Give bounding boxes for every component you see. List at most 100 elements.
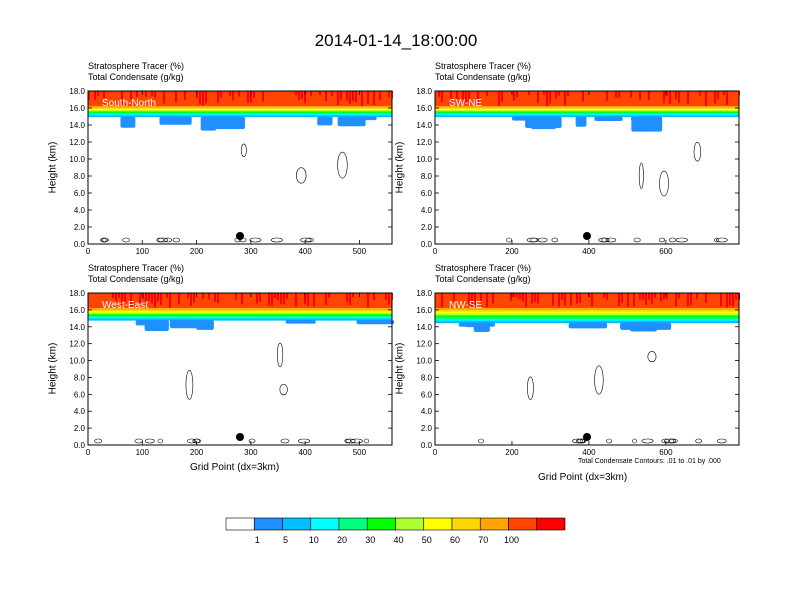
tracer-streak	[549, 293, 551, 298]
tracer-streak	[453, 91, 455, 102]
tracer-streak	[501, 293, 503, 308]
tracer-streak	[525, 91, 527, 101]
tracer-streak	[711, 91, 713, 106]
condensate-contour	[345, 438, 356, 444]
tracer-streak	[265, 91, 267, 105]
tracer-streak	[450, 91, 452, 104]
tracer-streak	[169, 293, 171, 308]
tracer-streak	[133, 91, 135, 103]
tracer-streak	[585, 293, 587, 298]
x-tick-label: 0	[433, 448, 438, 457]
tracer-streak	[687, 293, 689, 307]
tracer-streak	[651, 293, 653, 305]
condensate-contour	[350, 438, 363, 444]
tracer-streak	[597, 293, 599, 303]
colorbar-swatch	[423, 517, 453, 531]
tracer-streak	[91, 293, 93, 302]
condensate-contour	[530, 237, 538, 243]
tracer-streak	[184, 293, 186, 306]
colorbar-swatch	[536, 517, 566, 531]
tracer-streak	[349, 293, 351, 306]
tracer-streak	[621, 293, 623, 304]
tracer-streak	[648, 91, 650, 101]
tracer-streak	[133, 293, 135, 300]
condensate-contour	[276, 342, 284, 368]
tracer-streak	[361, 293, 363, 306]
condensate-contour	[527, 376, 534, 400]
tracer-streak	[606, 91, 608, 101]
tracer-streak	[313, 91, 315, 96]
condensate-contour	[122, 237, 131, 243]
tracer-streak	[708, 293, 710, 301]
tracer-band	[88, 317, 392, 320]
tracer-streak	[304, 91, 306, 104]
plot-frame	[434, 90, 740, 245]
y-tick-label: 12.0	[69, 340, 85, 349]
tracer-streak	[609, 91, 611, 103]
tracer-streak	[540, 293, 542, 298]
tracer-streak	[187, 293, 189, 299]
tracer-streak	[322, 293, 324, 307]
panel-title-condensate: Total Condensate (g/kg)	[88, 274, 184, 284]
condensate-contour	[633, 237, 641, 243]
tracer-streak	[453, 293, 455, 302]
tracer-streak	[340, 293, 342, 302]
tracer-streak	[618, 293, 620, 307]
tracer-band	[435, 318, 739, 322]
tracer-streak	[112, 91, 114, 103]
tracer-streak	[528, 91, 530, 96]
condensate-contour	[505, 237, 512, 243]
colorbar-label: 70	[478, 535, 488, 545]
tracer-streak	[666, 91, 668, 96]
tracer-streak	[109, 91, 111, 101]
tracer-streak	[274, 293, 276, 299]
tracer-streak	[576, 293, 578, 304]
tracer-band	[435, 309, 739, 313]
colorbar-swatch	[253, 517, 283, 531]
tracer-patch	[317, 116, 333, 126]
panel-label: NW-SE	[449, 300, 482, 311]
tracer-streak	[196, 293, 198, 305]
location-marker	[583, 232, 591, 240]
tracer-streak	[564, 293, 566, 306]
tracer-streak	[543, 91, 545, 96]
panel-title-tracer: Stratosphere Tracer (%)	[435, 61, 532, 71]
tracer-streak	[513, 91, 515, 101]
tracer-streak	[310, 91, 312, 96]
colorbar-label: 30	[365, 535, 375, 545]
condensate-contour	[572, 438, 584, 444]
condensate-contour	[94, 438, 103, 444]
tracer-streak	[115, 293, 117, 301]
tracer-streak	[477, 293, 479, 306]
location-marker	[583, 433, 591, 441]
tracer-streak	[726, 91, 728, 105]
tracer-streak	[253, 91, 255, 98]
page-title: 2014-01-14_18:00:00	[314, 31, 478, 50]
tracer-streak	[669, 91, 671, 105]
tracer-streak	[100, 293, 102, 301]
tracer-streak	[510, 293, 512, 301]
tracer-band	[88, 106, 392, 109]
tracer-streak	[531, 293, 533, 304]
tracer-band	[88, 110, 392, 112]
condensate-contour	[337, 151, 348, 179]
tracer-streak	[286, 91, 288, 103]
tracer-streak	[606, 293, 608, 300]
tracer-streak	[124, 293, 126, 302]
tracer-streak	[364, 293, 366, 303]
tracer-streak	[190, 293, 192, 307]
tracer-streak	[235, 91, 237, 102]
tracer-band	[88, 309, 392, 312]
condensate-contour	[248, 438, 256, 444]
tracer-streak	[178, 293, 180, 305]
y-tick-label: 6.0	[74, 189, 86, 198]
x-tick-label: 400	[582, 247, 596, 256]
tracer-band	[435, 317, 739, 320]
tracer-streak	[160, 293, 162, 306]
tracer-streak	[313, 293, 315, 307]
tracer-streak	[289, 293, 291, 298]
tracer-streak	[672, 91, 674, 98]
tracer-streak	[100, 91, 102, 102]
tracer-streak	[268, 91, 270, 101]
